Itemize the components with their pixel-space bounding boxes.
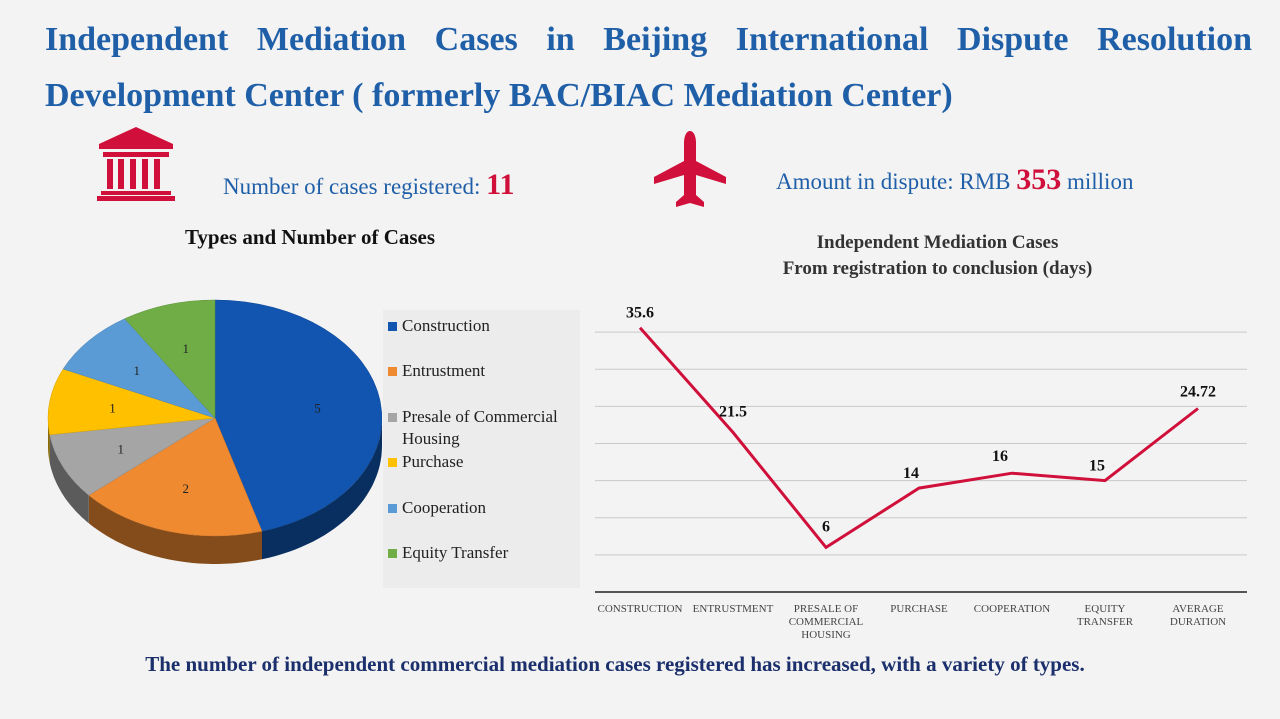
amount-prefix: Amount in dispute: RMB — [776, 169, 1011, 194]
x-tick-label: EQUITY TRANSFER — [1077, 603, 1134, 628]
legend-label: Equity Transfer — [402, 543, 509, 562]
x-tick-label: PRESALE OF COMMERCIAL HOUSING — [789, 603, 864, 641]
legend-swatch — [388, 504, 397, 513]
legend-item-equity-transfer: Equity Transfer — [388, 542, 508, 564]
pie-data-label: 1 — [133, 363, 140, 378]
legend-item-construction: Construction — [388, 315, 490, 337]
line-data-label: 15 — [1089, 458, 1105, 475]
line-data-label: 14 — [903, 465, 919, 482]
legend-item-entrustment: Entrustment — [388, 360, 485, 382]
pie-slice-side — [48, 418, 50, 463]
pie-slice-presale-of-commercial-housing — [49, 417, 216, 496]
legend-swatch — [388, 367, 397, 376]
page-title-line2: Development Center ( formerly BAC/BIAC M… — [45, 77, 953, 114]
line-data-label: 6 — [822, 518, 830, 535]
pie-data-label: 1 — [118, 441, 125, 456]
cases-registered-stat: Number of cases registered: 11 — [223, 168, 514, 202]
pie-slice-side — [49, 434, 89, 524]
footer-summary: The number of independent commercial med… — [145, 652, 1085, 676]
legend-label: Entrustment — [402, 361, 486, 380]
cases-value: 11 — [486, 168, 515, 201]
pie-legend: Construction Entrustment Presale of Comm… — [383, 310, 580, 588]
line-chart-title-line2: From registration to conclusion (days) — [782, 258, 1093, 279]
pie-slice-cooperation — [62, 318, 216, 419]
legend-swatch — [388, 413, 397, 422]
pie-data-label: 2 — [183, 481, 190, 496]
pie-slice-construction — [214, 299, 383, 532]
x-tick-label: ENTRUSTMENT — [693, 603, 774, 615]
legend-swatch — [388, 549, 397, 558]
line-chart-title: Independent Mediation Cases From registr… — [690, 230, 1185, 282]
pie-data-label: 1 — [109, 401, 116, 416]
amount-dispute-stat: Amount in dispute: RMB 353 million — [776, 163, 1133, 197]
pie-slice-entrustment — [88, 417, 263, 537]
amount-value: 353 — [1016, 163, 1062, 196]
legend-swatch — [388, 322, 397, 331]
line-data-label: 16 — [992, 448, 1008, 465]
pie-slice-purchase — [47, 368, 216, 436]
x-tick-label: PURCHASE — [890, 603, 948, 615]
line-data-label: 24.72 — [1180, 384, 1216, 401]
legend-label: Construction — [402, 316, 490, 335]
pie-chart-title: Types and Number of Cases — [184, 225, 436, 249]
x-tick-label: COOPERATION — [974, 603, 1050, 615]
line-chart: 35.6 21.5 6 14 16 15 24.72 CONSTRUCTION ENTRUSTM… — [595, 305, 1247, 641]
pie-slice-equity-transfer — [124, 299, 216, 419]
legend-item-purchase: Purchase — [388, 451, 463, 473]
legend-label: Presale of Commercial Housing — [402, 407, 558, 448]
airplane-icon — [654, 131, 726, 207]
pie-slice-side — [88, 495, 262, 564]
legend-label: Purchase — [402, 452, 464, 471]
cases-label: Number of cases registered: — [223, 174, 481, 199]
line-data-label: 21.5 — [719, 403, 747, 420]
pie-data-label: 1 — [183, 341, 190, 356]
line-chart-title-line1: Independent Mediation Cases — [816, 232, 1059, 253]
x-tick-label: CONSTRUCTION — [598, 603, 683, 615]
series-line — [638, 326, 1199, 550]
legend-item-cooperation: Cooperation — [388, 497, 486, 519]
page-title: Independent Mediation Cases in Beijing I… — [45, 21, 1252, 58]
pie-data-label: 5 — [314, 401, 321, 416]
line-data-label: 35.6 — [626, 305, 654, 322]
pie-chart: 5 2 1 1 1 1 — [47, 299, 383, 564]
legend-swatch — [388, 458, 397, 467]
legend-item-presale: Presale of Commercial Housing — [388, 406, 572, 450]
bank-building-icon — [97, 127, 175, 201]
pie-slice-side — [262, 418, 382, 560]
amount-suffix: million — [1067, 169, 1134, 194]
legend-label: Cooperation — [402, 498, 487, 517]
x-tick-label: AVERAGE DURATION — [1170, 603, 1226, 628]
